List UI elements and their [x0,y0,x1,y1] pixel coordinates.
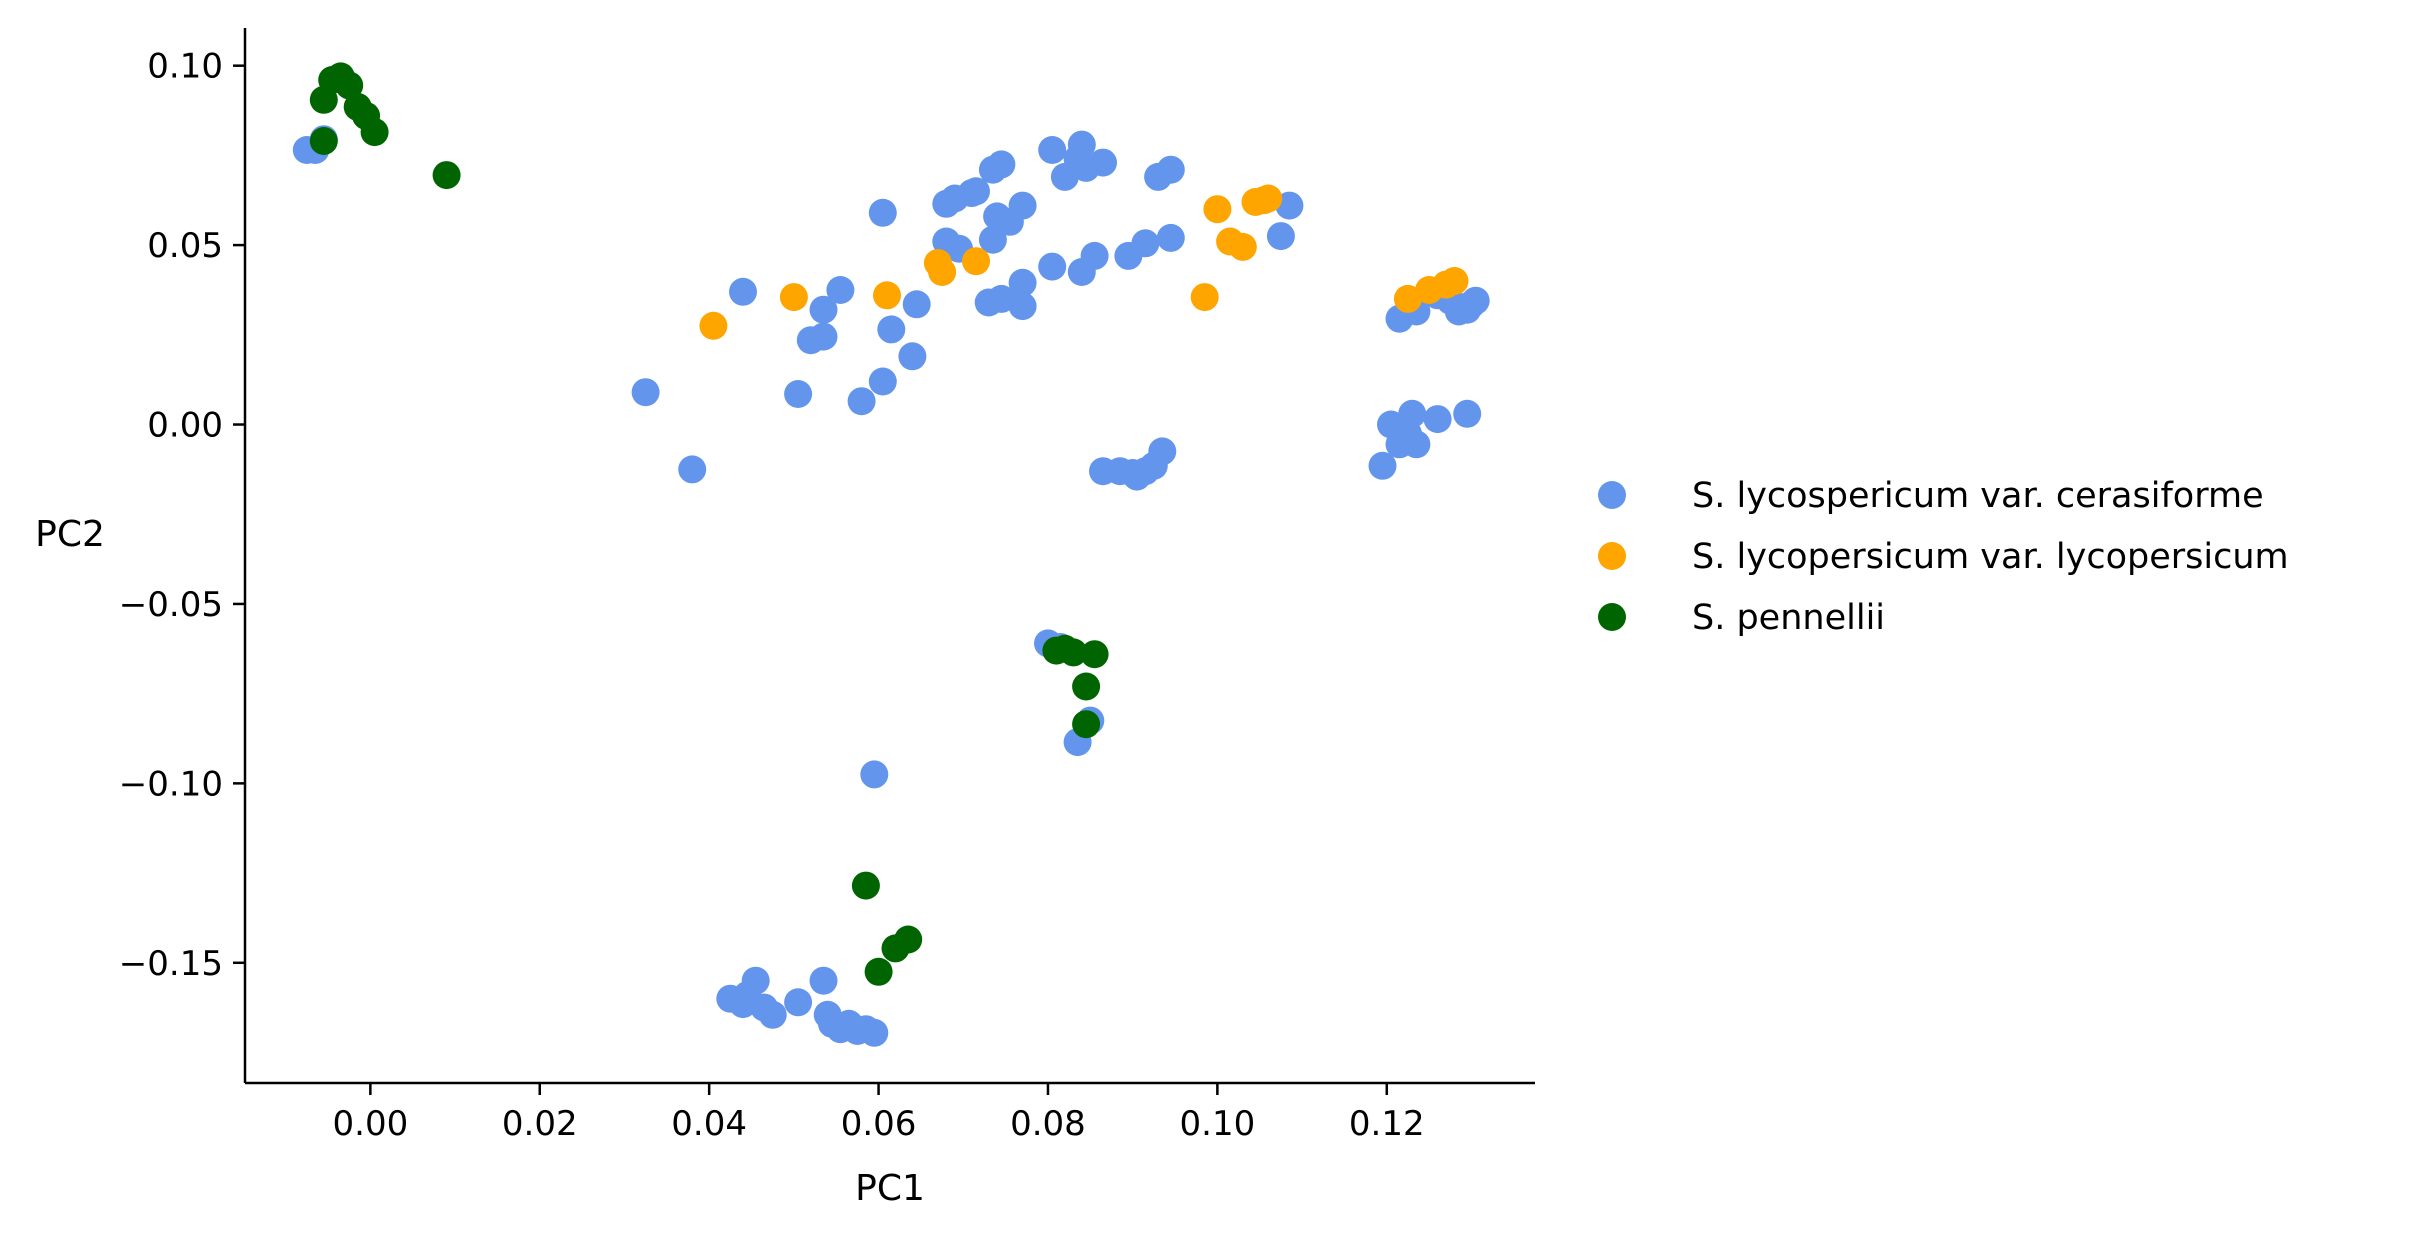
data-point [1275,191,1304,220]
data-point [678,455,707,484]
data-points [292,62,1490,1047]
data-point [851,871,880,900]
legend-marker [1598,542,1626,570]
legend-label: S. pennellii [1692,598,1885,638]
data-point [809,295,838,324]
legend-item: S. lycospericum var. cerasiforme [1598,476,2264,516]
x-tick-label: 0.02 [502,1104,578,1144]
legend-label: S. lycopersicum var. lycopersicum [1692,537,2289,577]
data-point [1228,232,1257,261]
data-point [987,150,1016,179]
data-point [962,247,990,276]
data-point [1008,191,1037,220]
data-point [809,322,838,351]
x-tick-label: 0.08 [1010,1104,1086,1144]
series-3 [309,62,1109,986]
legend-label: S. lycospericum var. cerasiforme [1692,476,2264,516]
data-point [1203,195,1232,224]
data-point [1072,672,1101,701]
data-point [1402,430,1431,459]
legend-marker [1598,481,1626,509]
y-tick-label: 0.10 [147,47,223,87]
data-point [873,281,901,310]
data-point [1190,283,1219,312]
data-point [894,925,923,954]
data-point [864,957,893,986]
y-tick-label: −0.10 [119,764,223,804]
data-point [860,1018,889,1047]
x-tick-label: 0.12 [1349,1104,1425,1144]
data-point [1398,399,1427,428]
x-tick-label: 0.00 [333,1104,409,1144]
data-point [1080,241,1109,270]
data-point [1038,136,1067,164]
y-tick-label: 0.00 [147,406,223,446]
data-point [1067,130,1096,159]
data-point [987,284,1016,313]
series-1 [292,125,1490,1047]
data-point [868,367,897,396]
data-point [877,315,906,344]
legend-marker [1598,603,1626,631]
data-point [860,760,889,789]
data-point [1156,223,1185,252]
data-point [1423,405,1452,434]
legend-item: S. pennellii [1598,598,1885,638]
axes [243,28,1535,1085]
data-point [1266,222,1295,251]
data-point [631,378,660,407]
data-point [1254,184,1283,213]
data-point [1131,229,1160,258]
data-point [1059,638,1088,667]
data-point [784,988,813,1017]
data-point [1393,284,1422,313]
data-point [1089,148,1117,177]
series-2 [699,184,1469,340]
data-point [902,290,931,319]
data-point [779,283,808,312]
data-point [809,966,838,995]
data-point [1038,252,1067,281]
data-point [699,311,728,340]
data-point [1008,268,1037,297]
data-point [360,118,389,147]
data-point [758,1000,787,1029]
data-point [1008,292,1037,321]
y-tick-label: 0.05 [147,226,223,266]
legend-item: S. lycopersicum var. lycopersicum [1598,537,2289,577]
x-tick-label: 0.06 [841,1104,917,1144]
data-point [335,71,364,100]
data-point [1080,640,1109,669]
data-point [1453,399,1482,428]
data-point [741,966,770,995]
data-point [847,387,876,416]
data-point [1461,286,1490,315]
data-point [978,225,1007,254]
y-axis-label: PC2 [35,514,105,555]
data-point [928,258,957,286]
data-point [1440,267,1469,295]
data-point [1072,710,1101,739]
data-point [1368,451,1397,480]
data-point [868,198,897,227]
data-point [1156,155,1185,184]
data-point [826,276,855,304]
data-point [1148,437,1177,466]
y-tick-label: −0.05 [119,585,223,625]
data-point [898,342,927,371]
x-tick-label: 0.04 [671,1104,747,1144]
data-point [432,161,461,190]
legend: S. lycospericum var. cerasiforme S. lycop… [1598,476,2289,638]
x-tick-label: 0.10 [1180,1104,1256,1144]
x-ticks: 0.00 0.02 0.04 0.06 0.08 0.10 0.12 [333,1083,1425,1144]
data-point [962,177,990,206]
y-tick-label: −0.15 [119,944,223,984]
data-point [729,277,757,306]
data-point [784,380,813,408]
x-axis-label: PC1 [855,1168,925,1209]
data-point [309,127,338,155]
y-ticks: 0.10 0.05 0.00 −0.05 −0.10 −0.15 [119,47,245,984]
